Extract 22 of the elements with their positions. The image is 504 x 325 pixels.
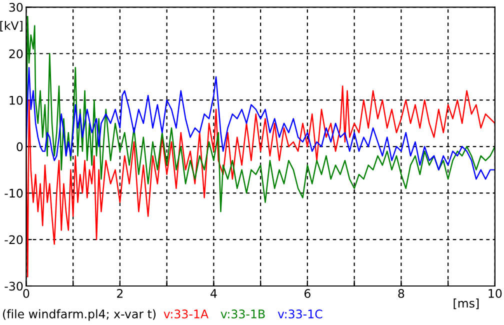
y-tick-label: 0 [16, 142, 23, 152]
line-series [26, 66, 495, 180]
x-tick-label: 0 [23, 288, 30, 298]
text: v:33-1B [220, 309, 265, 318]
text: (file windfarm.pl4; x-var t) [3, 309, 156, 321]
x-tick-label: 10 [488, 288, 502, 298]
y-tick-label: -20 [4, 235, 23, 244]
x-tick-label: 4 [210, 289, 217, 298]
text: v:33-1A [164, 309, 208, 318]
x-tick-label: 2 [117, 288, 123, 298]
line-series [26, 16, 495, 212]
y-tick-label: 30 [9, 2, 23, 12]
y-tick-label: -10 [4, 188, 23, 198]
y-tick-label: 20 [9, 49, 23, 58]
y-tick-label: -30 [4, 282, 23, 291]
text: v:33-1C [278, 309, 322, 318]
y-axis-title: [kV] [0, 20, 22, 32]
y-tick-label: 10 [10, 96, 23, 105]
x-axis-title: [ms] [454, 298, 479, 310]
x-tick-label: 8 [398, 288, 404, 298]
line-series [26, 86, 495, 278]
x-tick-label: 6 [304, 288, 310, 298]
